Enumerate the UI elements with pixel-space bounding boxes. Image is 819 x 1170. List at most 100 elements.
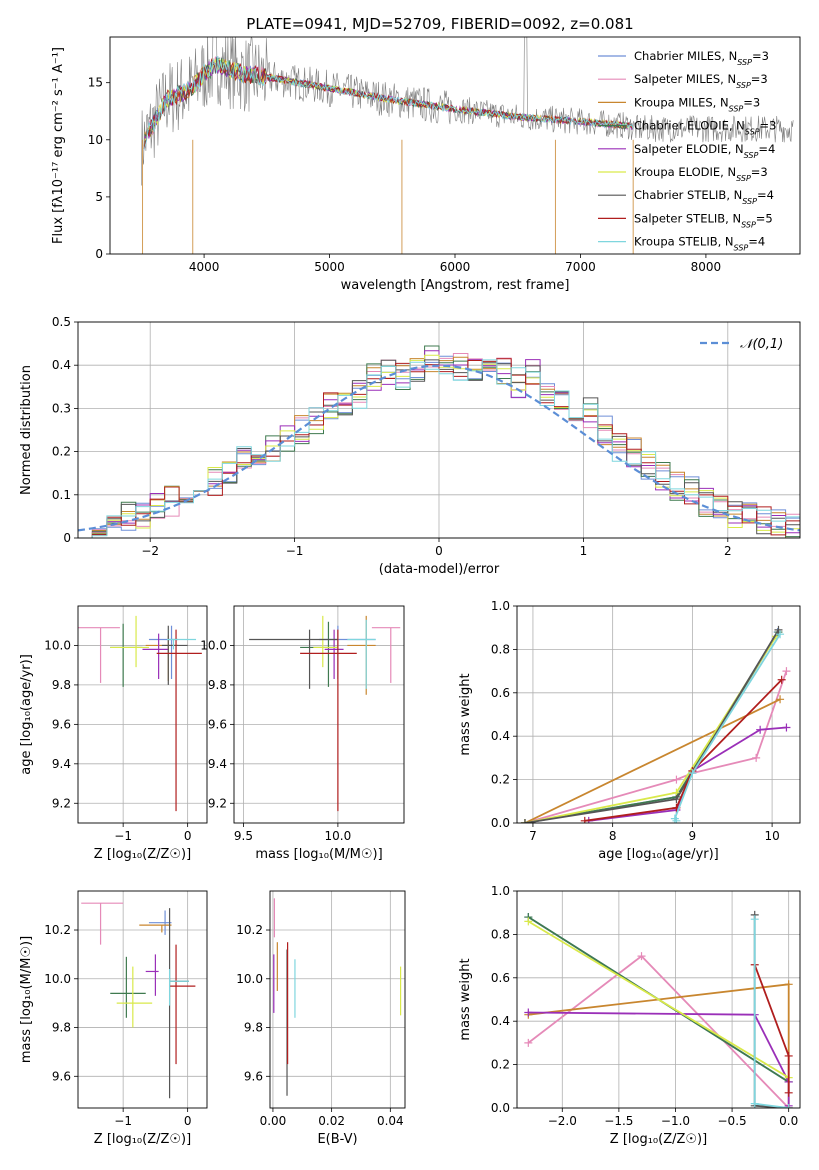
legend-entry: Salpeter ELODIE, NSSP=4 bbox=[634, 142, 775, 160]
grid-age_vs_mass bbox=[234, 606, 404, 823]
legend-subscript: SSP bbox=[742, 197, 757, 206]
y-tick-label: 15 bbox=[88, 76, 103, 90]
y-tick-label: 10.2 bbox=[236, 923, 263, 937]
x-tick-label: 4000 bbox=[189, 260, 220, 274]
y-tick-label: 9.2 bbox=[52, 796, 71, 810]
x-tick-label: −1 bbox=[286, 544, 304, 558]
y-tick-label: 10.2 bbox=[44, 923, 71, 937]
x-tick-label: 5000 bbox=[314, 260, 345, 274]
y-tick-label: 0 bbox=[63, 531, 71, 545]
axes-frame bbox=[233, 605, 405, 824]
legend-suffix: =3 bbox=[751, 165, 768, 179]
figure-title: PLATE=0941, MJD=52709, FIBERID=0092, z=0… bbox=[246, 15, 633, 33]
legend-suffix: =5 bbox=[756, 211, 773, 225]
legend-suffix: =3 bbox=[751, 72, 768, 86]
weight-line-salpeter-miles bbox=[527, 954, 790, 1108]
weight-marker bbox=[776, 695, 785, 704]
y-tick-label: 9.6 bbox=[208, 717, 227, 731]
legend-suffix: =3 bbox=[752, 49, 769, 63]
x-tick-label: 0 bbox=[184, 829, 192, 843]
plot-area-residuals bbox=[78, 345, 800, 538]
weight-line-salpeter-stelib bbox=[584, 679, 783, 822]
x-tick-label: 0.0 bbox=[779, 1114, 798, 1128]
weight-marker bbox=[774, 625, 783, 634]
x-axis-label: wavelength [Angstrom, rest frame] bbox=[341, 278, 570, 293]
plot-area-weight_vs_age bbox=[520, 625, 791, 823]
legend-label: Chabrier ELODIE, N bbox=[634, 119, 745, 133]
weight-line-kroupa-miles bbox=[524, 698, 781, 823]
weight-marker bbox=[520, 819, 529, 823]
model-spectrum-kroupa-stelib bbox=[143, 55, 634, 151]
axes-age_vs_mass: 9.5 10.0 9.2 9.4 9.6 9.8 10.0 mass [log₁₀(M/M☉)… bbox=[200, 605, 405, 862]
legend-entry: Chabrier ELODIE, NSSP=3 bbox=[634, 119, 776, 137]
normal-curve bbox=[78, 364, 800, 532]
y-tick-label: 10.0 bbox=[44, 972, 71, 986]
x-tick-label: 10 bbox=[764, 829, 779, 843]
weight-marker bbox=[777, 675, 786, 684]
axes-weight_vs_age: 7 8 9 10 0.0 0.2 0.4 0.6 0.8 1.0 age [log₁₀(age/yr… bbox=[458, 599, 801, 862]
axes-frame bbox=[77, 321, 801, 539]
legend-label: Kroupa MILES, N bbox=[634, 95, 729, 109]
y-tick-label: 9.2 bbox=[208, 796, 227, 810]
x-tick-label: 0 bbox=[184, 1114, 192, 1128]
weight-line-salpeter-elodie bbox=[528, 1011, 790, 1106]
x-axis-label: mass [log₁₀(M/M☉)] bbox=[255, 847, 382, 862]
x-axis-label: age [log₁₀(age/yr)] bbox=[598, 847, 719, 862]
weight-line-chabrier-stelib bbox=[524, 629, 780, 823]
legend-subscript: SSP bbox=[737, 58, 752, 67]
weight-line-kroupa-stelib bbox=[673, 633, 781, 822]
axes-mass_vs_ebv: 0.00 0.02 0.04 9.6 9.8 10.0 10.2 E(B-V) bbox=[236, 890, 406, 1147]
y-tick-label: 9.6 bbox=[52, 1069, 71, 1083]
x-tick-label: 9.5 bbox=[234, 829, 253, 843]
weight-marker bbox=[750, 915, 759, 924]
legend-label: Salpeter ELODIE, N bbox=[634, 142, 744, 156]
legend-entry: Chabrier STELIB, NSSP=4 bbox=[634, 188, 774, 206]
legend-label: Chabrier STELIB, N bbox=[634, 188, 742, 202]
weight-marker bbox=[756, 725, 765, 734]
y-tick-label: 9.8 bbox=[52, 678, 71, 692]
x-tick-label: −1 bbox=[114, 829, 132, 843]
axes-weight_vs_Z: −2.0 −1.5 −1.0 −0.5 0.0 0.0 0.2 0.4 0.6 0.8 1.0 Z [… bbox=[458, 884, 801, 1147]
x-axis-label: Z [log₁₀(Z/Z☉)] bbox=[94, 1132, 191, 1147]
y-tick-label: 9.8 bbox=[208, 678, 227, 692]
legend-entry: Kroupa STELIB, NSSP=4 bbox=[634, 235, 765, 253]
y-tick-label: 10.0 bbox=[236, 972, 263, 986]
y-tick-label: 10 bbox=[88, 133, 103, 147]
legend-entry: Kroupa ELODIE, NSSP=3 bbox=[634, 165, 768, 183]
weight-marker bbox=[672, 795, 681, 804]
weight-marker bbox=[784, 1051, 793, 1060]
plot-area-weight_vs_Z bbox=[524, 910, 793, 1108]
weight-marker bbox=[752, 753, 761, 762]
legend-subscript: SSP bbox=[736, 174, 751, 183]
legend-label: Salpeter STELIB, N bbox=[634, 211, 741, 225]
y-tick-label: 0.6 bbox=[491, 971, 510, 985]
histogram-kroupa-stelib bbox=[78, 359, 800, 538]
y-tick-label: 0.2 bbox=[52, 445, 71, 459]
weight-marker bbox=[524, 1038, 533, 1047]
y-tick-label: 1.0 bbox=[491, 599, 510, 613]
y-tick-label: 10.0 bbox=[44, 638, 71, 652]
x-tick-label: −0.5 bbox=[718, 1114, 747, 1128]
grid-mass_vs_Z bbox=[78, 891, 207, 1108]
weight-marker bbox=[580, 816, 589, 823]
y-tick-label: 10.0 bbox=[200, 638, 227, 652]
weight-marker bbox=[782, 723, 791, 732]
axes-frame bbox=[516, 605, 801, 824]
y-tick-label: 9.8 bbox=[52, 1021, 71, 1035]
legend-subscript: SSP bbox=[741, 220, 756, 229]
weight-marker bbox=[776, 630, 785, 639]
y-axis-label: Normed distribution bbox=[19, 365, 34, 495]
y-tick-label: 0.2 bbox=[491, 773, 510, 787]
y-tick-label: 0.3 bbox=[52, 401, 71, 415]
x-tick-label: −2 bbox=[141, 544, 159, 558]
x-tick-label: 8000 bbox=[691, 260, 722, 274]
axes-age_vs_Z: −1 0 9.2 9.4 9.6 9.8 10.0 Z [log₁₀(Z/Z☉)] age [l… bbox=[19, 605, 208, 862]
legend-suffix: =3 bbox=[760, 119, 777, 133]
legend-entry: Kroupa MILES, NSSP=3 bbox=[634, 95, 760, 113]
legend-subscript: SSP bbox=[744, 150, 759, 159]
x-axis-label: (data-model)/error bbox=[379, 562, 500, 577]
y-tick-label: 0.5 bbox=[52, 315, 71, 329]
x-tick-label: 6000 bbox=[440, 260, 471, 274]
